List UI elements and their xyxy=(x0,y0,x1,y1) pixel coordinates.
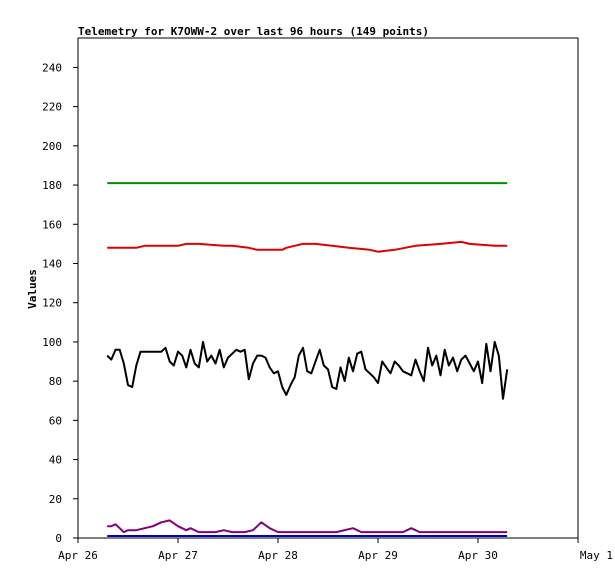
y-tick-label: 80 xyxy=(49,375,62,388)
x-tick-label: Apr 30 xyxy=(458,549,498,562)
y-tick-label: 160 xyxy=(42,218,62,231)
x-axis: Apr 26 Apr 27 Apr 28 Apr 29 Apr 30 May 1 xyxy=(58,538,613,562)
y-tick-label: 180 xyxy=(42,179,62,192)
series-line-4 xyxy=(107,519,508,534)
plot-frame xyxy=(77,37,579,539)
y-tick-label: 120 xyxy=(42,297,62,310)
y-tick-label: 220 xyxy=(42,101,62,114)
series-line-2 xyxy=(107,240,508,253)
x-tick-label: Apr 29 xyxy=(358,549,398,562)
y-tick-label: 20 xyxy=(49,493,62,506)
y-tick-label: 0 xyxy=(55,532,62,545)
y-tick-label: 40 xyxy=(49,454,62,467)
x-tick-label: Apr 28 xyxy=(258,549,298,562)
y-tick-label: 100 xyxy=(42,336,62,349)
y-tick-label: 60 xyxy=(49,414,62,427)
y-tick-label: 140 xyxy=(42,257,62,270)
y-axis-label: Values xyxy=(26,269,39,309)
x-tick-label: May 1 xyxy=(580,549,613,562)
series-layer xyxy=(106,182,509,537)
x-tick-label: Apr 27 xyxy=(158,549,198,562)
x-tick-label: Apr 26 xyxy=(58,549,98,562)
chart-title: Telemetry for K7OWW-2 over last 96 hours… xyxy=(78,25,429,38)
y-axis: 0 20 40 60 80 100 120 140 160 180 200 220 240 xyxy=(42,61,78,545)
series-line-3 xyxy=(106,340,509,400)
y-tick-label: 200 xyxy=(42,140,62,153)
y-tick-label: 240 xyxy=(42,61,62,74)
